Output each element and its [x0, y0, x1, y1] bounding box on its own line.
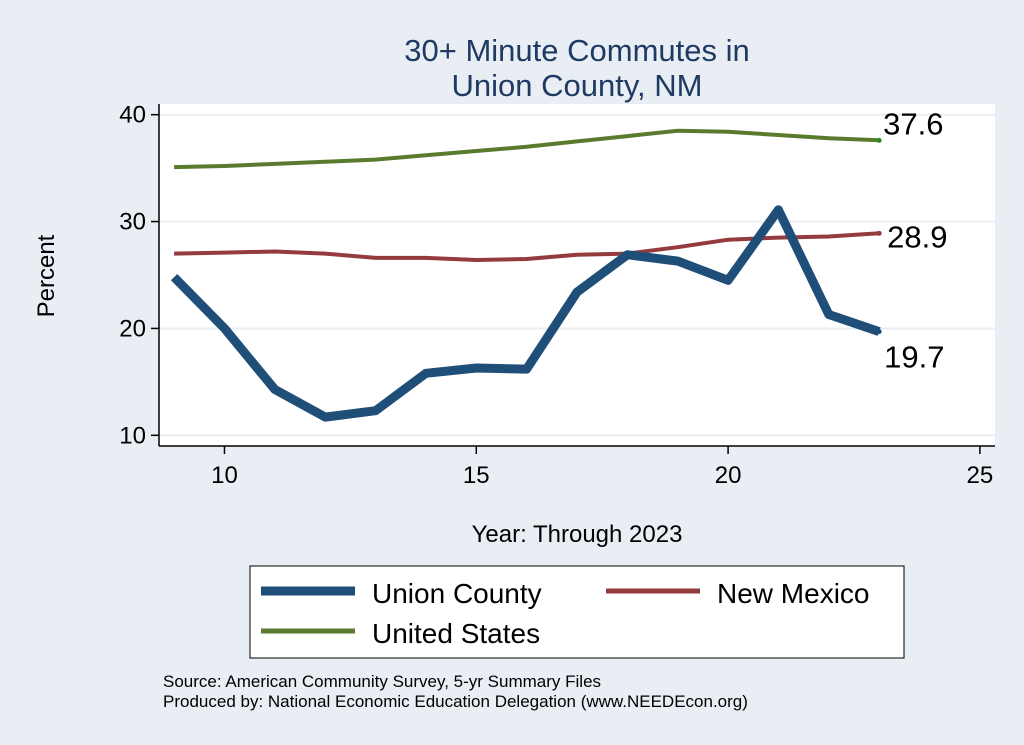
end-labels: 19.7 28.9 37.6	[876, 106, 948, 375]
x-tick-label: 25	[967, 462, 994, 489]
gridlines	[159, 113, 995, 437]
legend-label-united-states: United States	[372, 618, 540, 649]
x-tick-label: 20	[715, 462, 742, 489]
end-marker-union-county	[876, 329, 882, 335]
x-tick-label: 10	[211, 462, 238, 489]
end-label-united-states: 37.6	[883, 106, 943, 141]
series-lines	[170, 128, 881, 422]
y-tick-label: 20	[119, 315, 146, 342]
legend-box	[249, 565, 905, 659]
end-label-union-county: 19.7	[884, 340, 944, 375]
end-label-new-mexico: 28.9	[887, 219, 947, 254]
end-marker-new-mexico	[876, 230, 882, 236]
source-line: Source: American Community Survey, 5-yr …	[163, 672, 602, 691]
legend: Union County New Mexico United States	[261, 578, 869, 649]
source-notes: Source: American Community Survey, 5-yr …	[163, 672, 748, 712]
y-tick-label: 30	[119, 209, 146, 236]
x-axis-title: Year: Through 2023	[472, 521, 683, 548]
legend-label-new-mexico: New Mexico	[717, 578, 869, 609]
end-marker-united-states	[876, 137, 882, 143]
y-axis-title: Percent	[33, 234, 60, 317]
y-tick-label: 10	[119, 422, 146, 449]
chart-title-line-1: 30+ Minute Commutes in	[404, 33, 749, 68]
x-tick-label: 15	[463, 462, 490, 489]
chart-title-line-2: Union County, NM	[452, 68, 703, 103]
series-line-united-states	[174, 128, 880, 170]
legend-label-union-county: Union County	[372, 578, 542, 609]
produced-by-line: Produced by: National Economic Education…	[163, 692, 748, 711]
y-tick-label: 40	[119, 102, 146, 129]
series-line-union-county	[170, 205, 881, 422]
axes: 10 20 30 40 10 15 20 25	[119, 102, 995, 489]
